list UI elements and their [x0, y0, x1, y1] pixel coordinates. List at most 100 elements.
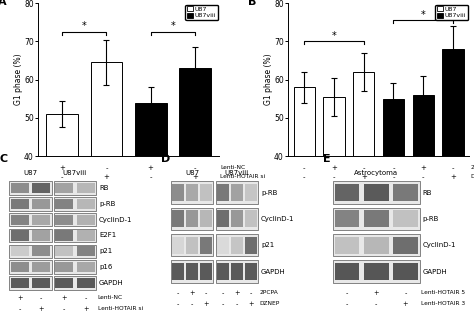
Text: p-RB: p-RB [99, 201, 116, 207]
Text: DZNEP: DZNEP [470, 174, 474, 179]
Bar [32, 246, 50, 256]
Text: -: - [303, 165, 306, 171]
Legend: U87, U87viii: U87, U87viii [436, 5, 468, 20]
Bar [32, 230, 50, 240]
Bar [383, 99, 404, 156]
Text: B: B [248, 0, 256, 7]
Text: +: + [403, 301, 408, 307]
Text: +: + [450, 174, 456, 180]
Text: -: - [105, 165, 108, 171]
Text: -: - [422, 174, 424, 180]
Text: +: + [190, 290, 195, 296]
Text: -: - [191, 301, 193, 307]
Text: -: - [375, 301, 378, 307]
Bar [231, 210, 243, 228]
Bar [245, 184, 257, 201]
Bar [171, 260, 213, 283]
Text: Lenti-HOTAIR si: Lenti-HOTAIR si [98, 306, 143, 311]
Bar [172, 237, 184, 254]
Bar [217, 237, 228, 254]
Text: p16: p16 [99, 264, 112, 270]
Bar [186, 237, 198, 254]
Text: +: + [203, 301, 209, 307]
Bar [201, 263, 212, 280]
Bar [245, 237, 257, 254]
Text: +: + [420, 165, 426, 171]
Bar [335, 237, 359, 254]
Text: p-RB: p-RB [261, 189, 277, 196]
Bar [11, 262, 28, 272]
Bar [9, 213, 52, 227]
Text: -: - [303, 174, 306, 180]
Text: Lenti-NC: Lenti-NC [98, 295, 123, 300]
Text: -: - [392, 165, 395, 171]
Bar [55, 278, 73, 288]
Text: Lenti-HOTAIR si: Lenti-HOTAIR si [220, 174, 265, 179]
Bar [55, 230, 73, 240]
Text: +: + [374, 290, 379, 296]
Bar [55, 199, 73, 209]
Text: *: * [170, 21, 175, 31]
Text: -: - [18, 306, 21, 312]
Bar [179, 68, 211, 156]
Bar [171, 234, 213, 256]
Bar [54, 213, 96, 227]
Bar [217, 263, 228, 280]
Text: U87viii: U87viii [63, 170, 87, 176]
Text: p-RB: p-RB [423, 216, 439, 222]
Bar [364, 237, 389, 254]
Text: p21: p21 [261, 242, 274, 248]
Bar [216, 234, 258, 256]
Text: +: + [331, 165, 337, 171]
Bar [55, 214, 73, 225]
Bar [77, 214, 94, 225]
Bar [54, 181, 96, 195]
Y-axis label: G1 phase (%): G1 phase (%) [264, 54, 273, 105]
Bar [46, 114, 78, 156]
Text: +: + [38, 306, 44, 312]
Bar [172, 184, 184, 201]
Text: +: + [59, 165, 65, 171]
Bar [335, 263, 359, 280]
Bar [216, 181, 258, 204]
Text: +: + [361, 174, 367, 180]
Bar [11, 183, 28, 193]
Text: -: - [452, 165, 454, 171]
Text: -: - [149, 174, 152, 180]
Bar [333, 234, 420, 256]
Bar [186, 263, 198, 280]
Text: E: E [323, 154, 330, 164]
Bar [217, 184, 228, 201]
Bar [393, 184, 418, 201]
Text: -: - [177, 301, 179, 307]
Bar [32, 199, 50, 209]
Bar [335, 210, 359, 228]
Text: -: - [392, 174, 395, 180]
Bar [77, 199, 94, 209]
Text: 2PCPA: 2PCPA [260, 290, 278, 295]
Text: *: * [421, 10, 426, 20]
Text: +: + [234, 290, 239, 296]
Text: A: A [0, 0, 7, 7]
Bar [11, 214, 28, 225]
Text: +: + [17, 295, 22, 301]
Bar [231, 263, 243, 280]
Bar [77, 246, 94, 256]
Bar [216, 260, 258, 283]
Bar [9, 197, 52, 211]
Bar [335, 184, 359, 201]
Text: -: - [61, 174, 64, 180]
Text: p21: p21 [99, 248, 112, 254]
Bar [333, 260, 420, 283]
Bar [245, 263, 257, 280]
Bar [9, 229, 52, 242]
Text: CyclinD-1: CyclinD-1 [99, 217, 133, 223]
Bar [201, 210, 212, 228]
Text: 2PCPA: 2PCPA [470, 165, 474, 170]
Bar [442, 49, 464, 156]
Bar [364, 210, 389, 228]
Bar [364, 263, 389, 280]
Bar [77, 230, 94, 240]
Text: +: + [148, 165, 154, 171]
Text: Lenti-HOTAIR 5: Lenti-HOTAIR 5 [421, 290, 465, 295]
